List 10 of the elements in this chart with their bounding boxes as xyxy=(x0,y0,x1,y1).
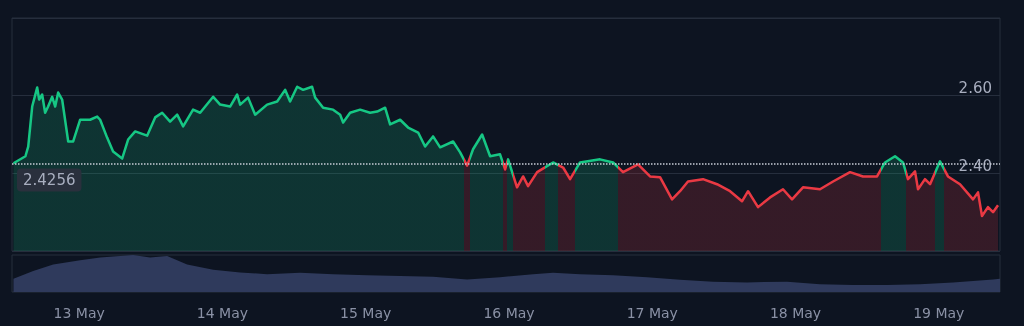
x-tick-label: 18 May xyxy=(769,305,822,321)
y-tick-label: 2.40 xyxy=(958,156,992,175)
ref-line-label: 2.4256 xyxy=(23,170,76,189)
x-tick-label: 14 May xyxy=(196,305,249,321)
x-tick-label: 13 May xyxy=(53,305,105,321)
x-tick-label: 17 May xyxy=(626,305,678,321)
x-tick-label: 16 May xyxy=(483,305,535,321)
x-tick-label: 19 May xyxy=(913,305,965,321)
x-tick-label: 15 May xyxy=(340,305,392,321)
y-tick-label: 2.60 xyxy=(958,79,992,98)
